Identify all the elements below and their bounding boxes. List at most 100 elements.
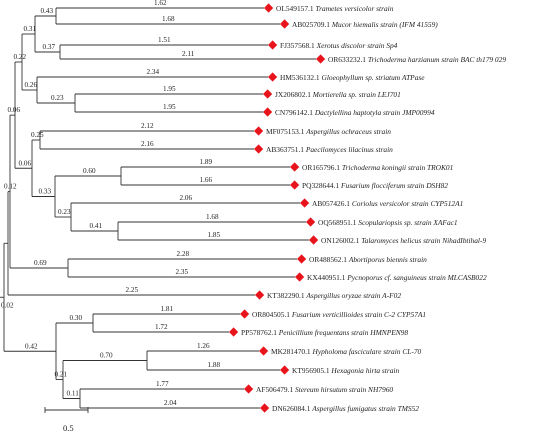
taxon-accession: FJ357568.1 [280,41,317,50]
taxon-label: AF506479.1 Stereum hirsutum strain NH796… [256,385,393,394]
leaf-nodes: OL549157.1 Trametes versicolor strain AB0… [229,3,506,413]
taxon-accession: KX440951.1 [307,273,347,282]
taxon-organism: Talaromyces helicus strain NihadIbtihal-… [361,236,486,245]
taxon-accession: AF506479.1 [256,385,295,394]
taxon-label: ON126002.1 Talaromyces helicus strain Ni… [321,236,486,245]
taxon-label: AB057426.1 Coriolus versicolor strain CY… [312,199,463,208]
leaf-marker [290,162,300,172]
leaf-marker [280,365,290,375]
taxon-organism: Abortiporus biennis strain [348,255,427,264]
leaf-marker [306,217,316,227]
taxon-accession: MF075153.1 [266,127,306,136]
taxon-label: KT956905.1 Hexagonia hirta strain [292,366,399,375]
leaf-branch-length: 1.72 [155,323,168,331]
taxon-organism: Trichoderma koningii strain TROK01 [342,163,453,172]
leaf-branch-length: 2.12 [141,122,154,130]
taxon-accession: OL549157.1 [276,4,315,13]
leaf-branch-length: 1.77 [156,380,169,388]
leaf-marker [260,403,270,413]
taxon-organism: Fusarium flocciferum strain DSH82 [340,181,448,190]
taxon-accession: KT956905.1 [292,366,331,375]
leaf-branch-length: 2.16 [141,140,154,148]
taxon-label: AB363751.1 Paecilomyces lilacinus strain [266,145,393,154]
internal-branch-length: 0.31 [24,25,37,33]
taxon-accession: HM536132.1 [280,73,321,82]
taxon-accession: PP578762.1 [241,328,279,337]
leaf-branch-length: 2.11 [182,50,195,58]
internal-branch-length: 0.23 [58,208,71,216]
taxon-label: OR488562.1 Abortiporus biennis strain [309,255,427,264]
taxon-accession: ON126002.1 [321,236,361,245]
taxon-label: PP578762.1 Penicillium frequentans strai… [241,328,408,337]
internal-branch-length: 0.22 [14,53,27,61]
taxon-organism: Hexagonia hirta strain [330,366,399,375]
taxon-accession: OR165796.1 [302,163,342,172]
taxon-accession: MK281470.1 [271,347,312,356]
leaf-branch-length: 2.04 [164,399,177,407]
internal-branch-length: 0.33 [39,188,52,196]
internal-branch-length: 0.30 [70,314,83,322]
taxon-accession: AB057426.1 [312,199,352,208]
taxon-label: OL549157.1 Trametes versicolor strain [276,4,394,13]
leaf-branch-length: 1.26 [197,342,210,350]
taxon-organism: Pycnoporus cf. sanguineus strain MLCASB0… [346,273,487,282]
internal-branch-length: 0.06 [8,106,21,114]
internal-branch-length: 0.12 [4,183,17,191]
taxon-organism: Hypholoma fasciculare strain CL-70 [311,347,421,356]
taxon-label: OR804505.1 Fusarium verticillioides stra… [252,310,426,319]
leaf-branch-length: 2.34 [147,68,160,76]
taxon-accession: CN796142.1 [275,108,315,117]
taxon-accession: AB363751.1 [266,145,306,154]
internal-branch-length: 0.70 [100,352,113,360]
taxon-label: KT382290.1 Aspergillus oryzae strain A-F… [267,291,401,300]
taxon-organism: Trametes versicolor strain [315,4,393,13]
leaf-branch-length: 1.51 [158,36,171,44]
taxon-accession: PQ328644.1 [302,181,341,190]
taxon-organism: Scopulariopsis sp. strain XAFac1 [358,218,457,227]
leaf-branch-length: 1.95 [163,103,176,111]
scale-bar: 0.5 [44,407,89,433]
taxon-accession: OR804505.1 [252,310,292,319]
internal-branch-length: 0.21 [55,371,68,379]
taxon-organism: Xerotus discolor strain Sp4 [316,41,398,50]
leaf-marker [229,327,239,337]
leaf-marker [263,107,273,117]
internal-branch-length: 0.42 [25,342,38,350]
taxon-label: MF075153.1 Aspergillus ochraceus strain [266,127,391,136]
leaf-branch-length: 1.95 [163,85,176,93]
taxon-label: PQ328644.1 Fusarium flocciferum strain D… [302,181,448,190]
taxon-accession: KT382290.1 [267,291,306,300]
leaf-marker [295,272,305,282]
leaf-branch-length: 1.88 [208,361,221,369]
leaf-marker [244,384,254,394]
taxon-accession: DN626084.1 [272,404,312,413]
taxon-accession: JX206802.1 [275,90,313,99]
internal-branch-length: 0.69 [34,259,47,267]
taxon-organism: Aspergillus oryzae strain A-F02 [305,291,401,300]
taxon-label: OQ568951.1 Scopulariopsis sp. strain XAF… [318,218,458,227]
taxon-organism: Dactylellina haptotyla strain JMP00994 [314,108,435,117]
taxon-organism: Aspergillus ochraceus strain [305,127,391,136]
taxon-label: HM536132.1 Gloeophyllum sp. striatum ATP… [280,73,425,82]
leaf-marker [297,254,307,264]
taxon-label: FJ357568.1 Xerotus discolor strain Sp4 [280,41,398,50]
taxon-organism: Paecilomyces lilacinus strain [305,145,393,154]
leaf-marker [259,346,269,356]
taxon-organism: Coriolus versicolor strain CYP512A1 [352,199,463,208]
internal-branch-length: 0.25 [31,131,44,139]
leaf-marker [264,3,274,13]
taxon-label: CN796142.1 Dactylellina haptotyla strain… [275,108,435,117]
internal-branch-length: 0.43 [41,7,54,15]
taxon-label: MK281470.1 Hypholoma fasciculare strain … [271,347,422,356]
taxon-organism: Trichoderma harzianum strain BAC th179 0… [368,55,506,64]
taxon-organism: Gloeophyllum sp. striatum ATPase [321,73,425,82]
taxon-organism: Fusarium verticillioides strain C-2 CYP5… [291,310,426,319]
leaf-marker [309,235,319,245]
leaf-branch-length: 2.28 [177,250,190,258]
taxon-organism: Mucor hiemalis strain (IFM 41559) [331,20,438,29]
internal-branch-length: 0.11 [67,390,80,398]
leaf-marker [280,19,290,29]
leaf-branch-length: 1.68 [162,15,175,23]
taxon-label: OR633232.1 Trichoderma harzianum strain … [328,55,506,64]
